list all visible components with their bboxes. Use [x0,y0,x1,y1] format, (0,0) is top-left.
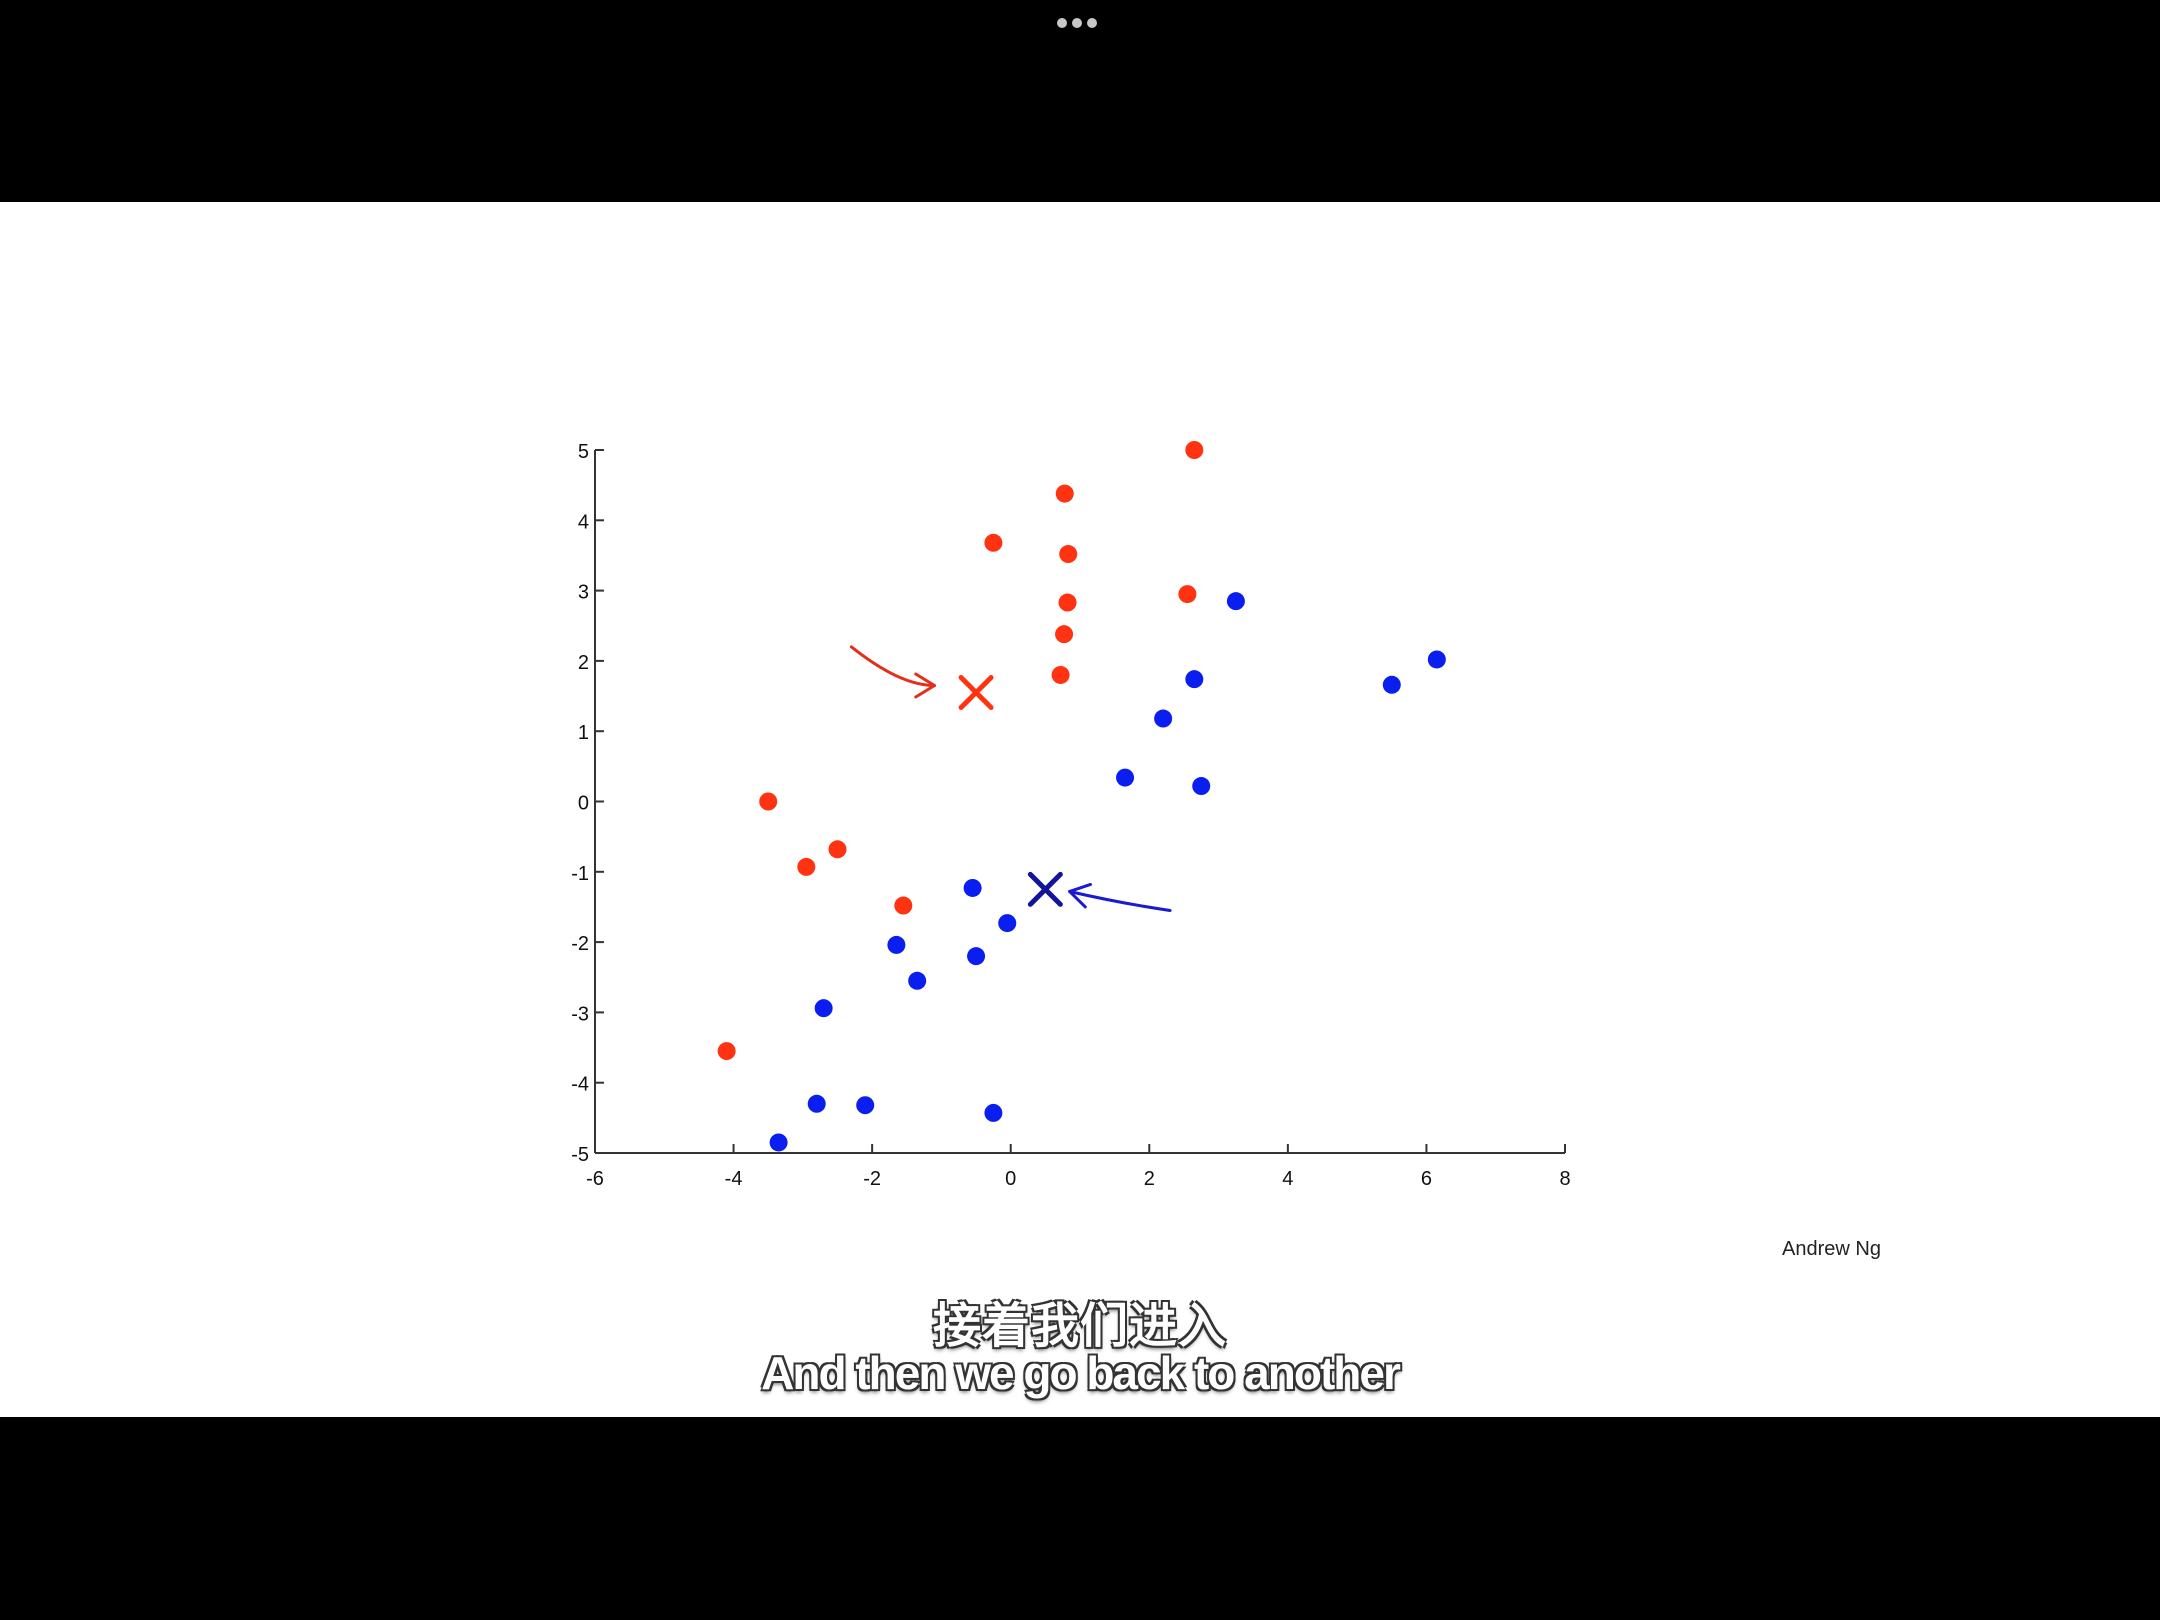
red-data-point [759,792,778,811]
red-data-point [717,1042,736,1061]
video-top-bar [0,0,2160,202]
x-tick-label: 2 [1144,1168,1155,1190]
red-centroid-marker [958,675,994,711]
red-data-point [1059,545,1078,564]
red-data-point [828,840,847,859]
blue-data-point [1192,777,1211,796]
blue-arrow-head [1068,882,1092,909]
blue-data-point [887,935,906,954]
x-tick-label: 8 [1559,1168,1570,1190]
x-tick-label: -6 [586,1168,604,1190]
y-tick-label: 5 [578,441,589,463]
y-tick-label: -1 [571,863,589,885]
red-data-point [984,533,1003,552]
subtitle-english: And then we go back to another [761,1347,1401,1399]
x-tick-label: -2 [863,1168,881,1190]
y-tick-label: -4 [571,1074,589,1096]
red-data-point [1058,593,1077,612]
y-tick-label: 4 [578,511,589,533]
y-tick-label: 1 [578,722,589,744]
y-tick-label: 0 [578,793,589,815]
blue-data-point [1427,650,1446,669]
lecture-slide: -6 -4 -2 0 2 4 6 8 5 4 3 2 1 0 -1 -2 -3 -4 -5 Andrew Ng [0,202,2160,1417]
red-annotation-arrow [849,645,936,688]
y-tick-label: -2 [571,933,589,955]
blue-data-point [984,1103,1003,1122]
red-data-point [1055,625,1074,644]
x-tick-label: -4 [725,1168,743,1190]
blue-data-point [1154,709,1173,728]
y-tick-label: -5 [571,1144,589,1166]
blue-data-point [807,1094,826,1113]
red-data-point [797,857,816,876]
blue-data-point [814,999,833,1018]
blue-data-point [1185,670,1204,689]
video-bottom-bar [0,1417,2160,1620]
red-data-point [1185,441,1204,459]
blue-data-point [967,947,986,966]
red-arrow-head [914,672,936,699]
y-tick-label: 3 [578,582,589,604]
red-data-point [1178,585,1197,604]
blue-data-point [856,1096,875,1115]
x-tick-label: 4 [1282,1168,1293,1190]
y-tick-label: 2 [578,652,589,674]
x-tick-label: 0 [1005,1168,1016,1190]
blue-data-point [908,971,927,990]
blue-data-point [998,914,1017,933]
dot [1057,18,1067,28]
red-data-point [1051,665,1070,684]
author-label: Andrew Ng [1782,1238,1881,1260]
blue-data-point [1226,592,1245,611]
y-tick-label: -3 [571,1003,589,1025]
scatter-chart: -6 -4 -2 0 2 4 6 8 5 4 3 2 1 0 -1 -2 -3 -4 -5 [571,441,1571,1190]
dot [1072,18,1082,28]
dot [1087,18,1097,28]
red-data-point [894,896,913,915]
more-dots-icon[interactable] [1057,18,1097,28]
blue-annotation-arrow [1068,889,1172,912]
subtitle-chinese: 接着我们进入 [932,1298,1227,1354]
blue-data-point [1116,768,1135,787]
red-data-point [1055,484,1074,503]
blue-data-point [963,878,982,897]
x-tick-label: 6 [1421,1168,1432,1190]
blue-data-point [1382,675,1401,694]
blue-centroid-marker [1027,871,1063,907]
blue-data-point [769,1133,788,1152]
